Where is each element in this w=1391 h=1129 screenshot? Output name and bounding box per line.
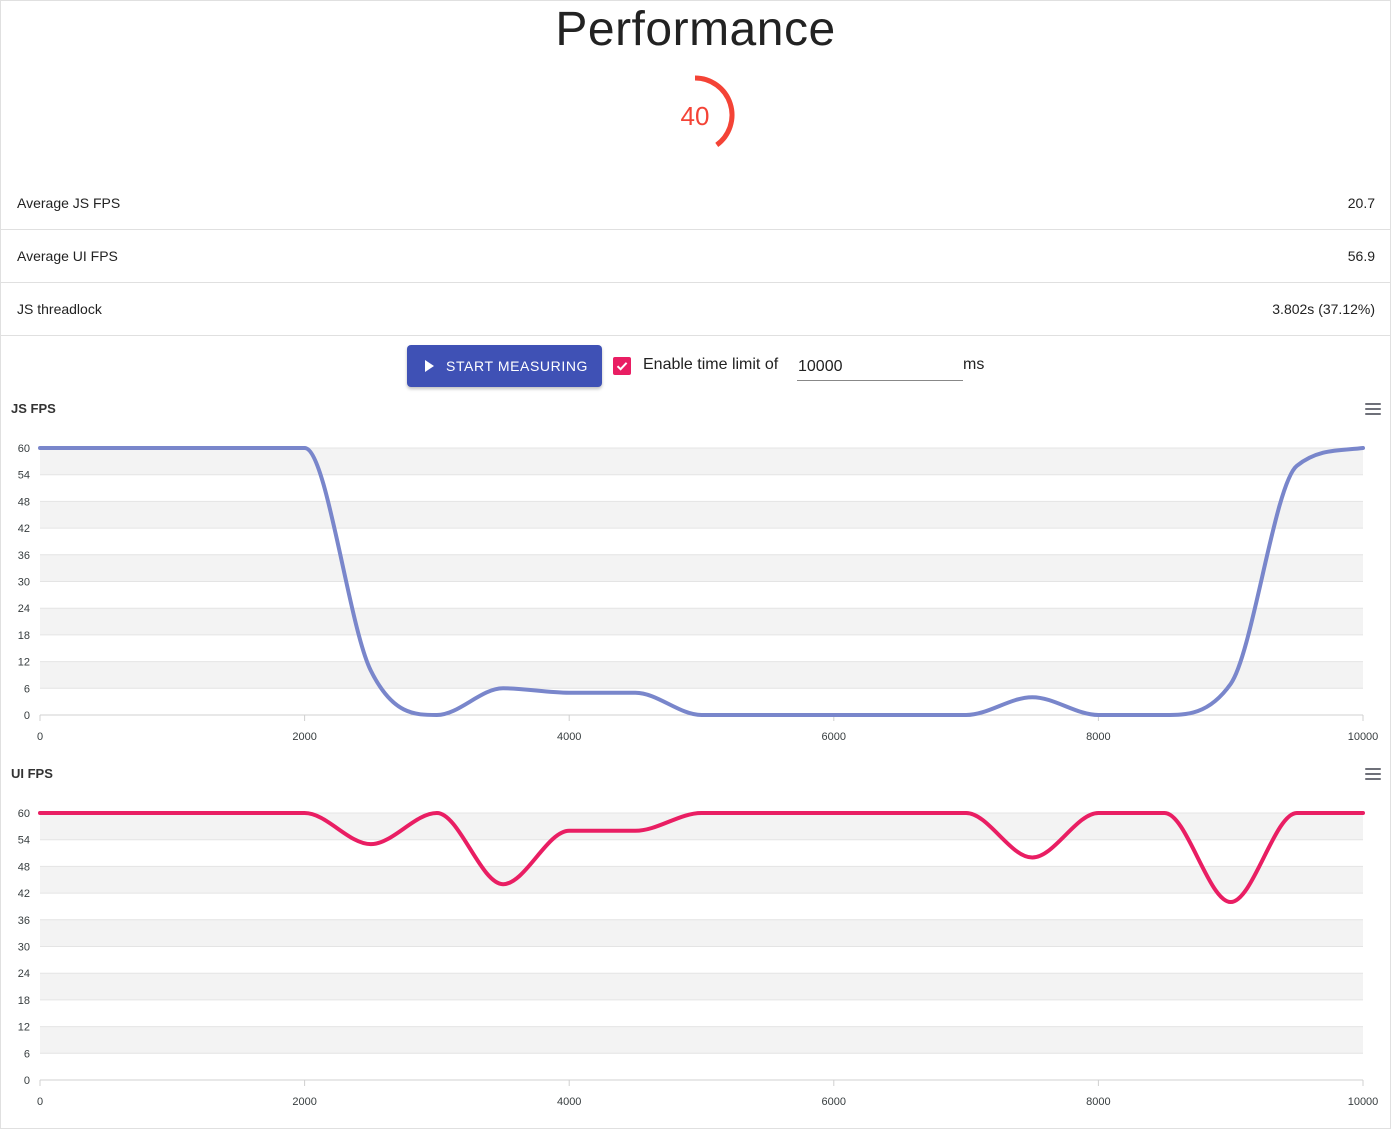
y-tick-label: 6 <box>24 1048 30 1060</box>
x-tick-label: 6000 <box>822 1096 846 1108</box>
y-tick-label: 42 <box>18 523 30 535</box>
time-limit-checkbox[interactable] <box>613 357 631 375</box>
x-tick-label: 6000 <box>822 731 846 743</box>
x-tick-label: 4000 <box>557 731 581 743</box>
y-tick-label: 18 <box>18 630 30 642</box>
y-tick-label: 42 <box>18 888 30 900</box>
gauge-arc <box>694 75 735 147</box>
stat-value: 3.802s (37.12%) <box>1272 301 1375 317</box>
ui-fps-chart-menu-icon[interactable] <box>1365 768 1381 780</box>
time-limit-input[interactable] <box>797 353 963 381</box>
grid-band <box>40 866 1363 894</box>
y-tick-label: 48 <box>18 861 30 873</box>
y-tick-label: 12 <box>18 657 30 669</box>
grid-band <box>40 661 1363 689</box>
series-line <box>38 811 1365 904</box>
y-tick-label: 30 <box>18 577 30 589</box>
grid-band <box>40 448 1363 475</box>
fps-gauge <box>694 75 735 147</box>
y-tick-label: 24 <box>18 603 30 615</box>
y-tick-label: 18 <box>18 995 30 1007</box>
y-tick-label: 36 <box>18 550 30 562</box>
stat-label: JS threadlock <box>17 301 102 317</box>
y-tick-label: 0 <box>24 1075 30 1087</box>
x-tick-label: 2000 <box>292 731 316 743</box>
x-tick-label: 4000 <box>557 1096 581 1108</box>
y-tick-label: 60 <box>18 808 30 820</box>
y-tick-label: 6 <box>24 683 30 695</box>
stat-label: Average JS FPS <box>17 195 121 211</box>
x-tick-label: 10000 <box>1348 731 1379 743</box>
stat-row-avg-ui-fps: Average UI FPS 56.9 <box>0 230 1391 283</box>
start-measuring-button[interactable]: START MEASURING <box>407 345 602 387</box>
series-line <box>38 446 1365 717</box>
y-tick-label: 48 <box>18 496 30 508</box>
y-tick-label: 0 <box>24 710 30 722</box>
grid-band <box>40 608 1363 635</box>
x-tick-label: 0 <box>37 731 43 743</box>
stat-value: 20.7 <box>1347 195 1375 211</box>
grid-band <box>40 973 1363 1000</box>
stat-row-js-threadlock: JS threadlock 3.802s (37.12%) <box>0 283 1391 336</box>
x-tick-label: 8000 <box>1086 731 1110 743</box>
measure-controls: START MEASURING Enable time limit of ms <box>0 345 1391 387</box>
grid-band <box>40 501 1363 529</box>
start-measuring-label: START MEASURING <box>446 358 589 374</box>
grid-band <box>40 554 1363 582</box>
x-tick-label: 2000 <box>292 1096 316 1108</box>
y-tick-label: 54 <box>18 835 30 847</box>
grid-band <box>40 813 1363 840</box>
play-icon <box>425 360 434 372</box>
x-tick-label: 0 <box>37 1096 43 1108</box>
js-fps-chart-title: JS FPS <box>11 401 56 416</box>
y-tick-label: 60 <box>18 443 30 455</box>
page-title: Performance <box>555 3 836 56</box>
x-tick-label: 8000 <box>1086 1096 1110 1108</box>
y-tick-label: 30 <box>18 942 30 954</box>
time-limit-label: Enable time limit of <box>643 356 779 373</box>
stat-label: Average UI FPS <box>17 248 118 264</box>
time-limit-unit: ms <box>963 356 985 373</box>
checkmark-icon <box>616 362 628 371</box>
grid-band <box>40 919 1363 947</box>
js-fps-chart-menu-icon[interactable] <box>1365 403 1381 415</box>
x-tick-label: 10000 <box>1348 1096 1379 1108</box>
stat-row-avg-js-fps: Average JS FPS 20.7 <box>0 177 1391 230</box>
ui-fps-chart-title: UI FPS <box>11 766 53 781</box>
y-tick-label: 24 <box>18 968 30 980</box>
y-tick-label: 36 <box>18 915 30 927</box>
stat-value: 56.9 <box>1347 248 1375 264</box>
grid-band <box>40 1026 1363 1054</box>
y-tick-label: 54 <box>18 470 30 482</box>
y-tick-label: 12 <box>18 1022 30 1034</box>
gauge-value: 40 <box>680 101 710 131</box>
